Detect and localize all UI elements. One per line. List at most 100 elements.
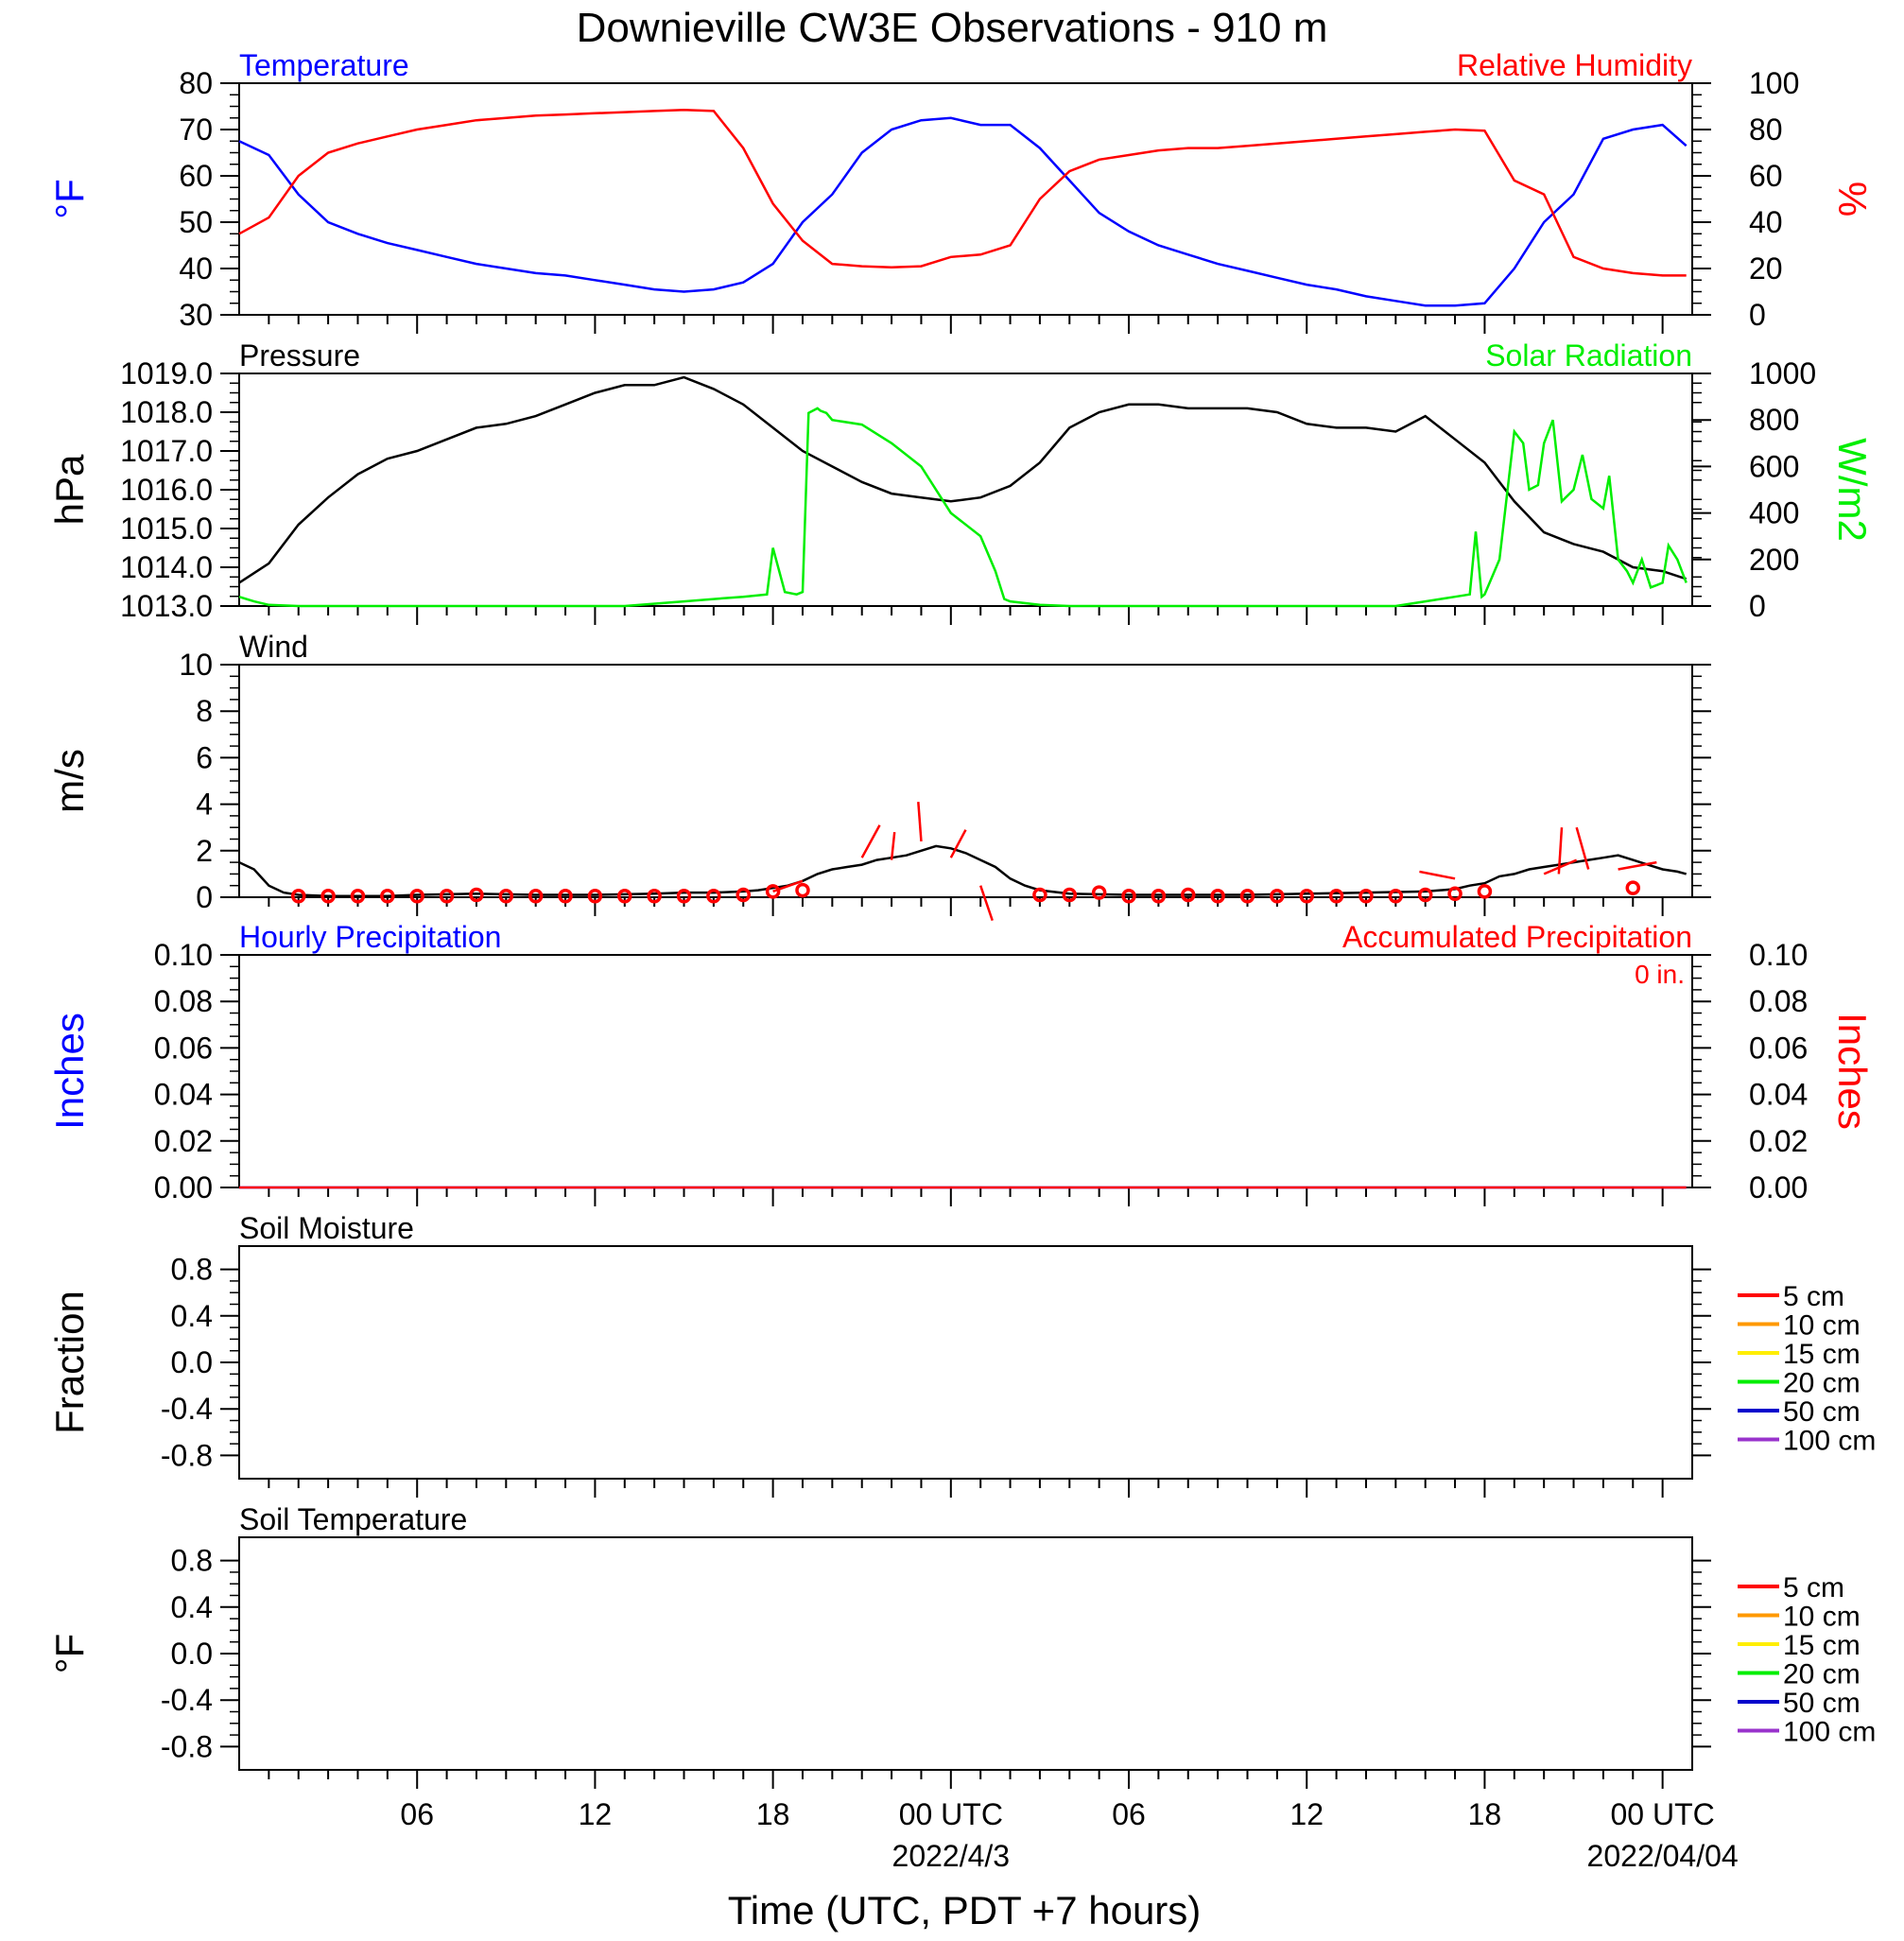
panel-left-title: Temperature: [239, 48, 409, 82]
legend-label: 5 cm: [1783, 1572, 1844, 1603]
y-tick-label-left: 1013.0: [120, 589, 213, 623]
wind-marker: [528, 889, 544, 904]
y-tick-label-left: 0.4: [171, 1590, 213, 1624]
wind-marker: [409, 889, 424, 904]
y-tick-label-left: 0.4: [171, 1299, 213, 1333]
panel-left-title: Soil Temperature: [239, 1502, 467, 1536]
y-tick-label-right: 0.10: [1749, 938, 1808, 972]
x-tick-label: 00 UTC: [899, 1797, 1003, 1831]
y-tick-label-left: 0.06: [154, 1031, 213, 1065]
wind-marker: [706, 889, 721, 904]
wind-marker: [1388, 889, 1404, 904]
y-tick-label-left: -0.4: [161, 1683, 213, 1717]
y-tick-label-left: 1016.0: [120, 473, 213, 507]
y-tick-label-left: 0.0: [171, 1345, 213, 1379]
y-tick-label-left: 1017.0: [120, 434, 213, 468]
y-tick-label-left: 1019.0: [120, 356, 213, 390]
x-date-label: 2022/04/04: [1587, 1839, 1739, 1873]
y-tick-label-left: 50: [179, 205, 213, 239]
wind-marker: [439, 889, 455, 904]
wind-barb: [1557, 827, 1564, 875]
figure-title: Downieville CW3E Observations - 910 m: [577, 5, 1328, 51]
y-tick-label-left: 1015.0: [120, 511, 213, 546]
wind-marker: [1328, 889, 1344, 904]
y-axis-label-left: hPa: [47, 454, 92, 525]
x-tick-label: 00 UTC: [1611, 1797, 1715, 1831]
y-tick-label-left: 8: [196, 694, 213, 728]
legend-label: 10 cm: [1783, 1310, 1861, 1342]
series-line-1: [238, 108, 1687, 277]
y-tick-label-right: 400: [1749, 496, 1799, 530]
legend-label: 20 cm: [1783, 1659, 1861, 1690]
y-axis-label-right: Inches: [1830, 1013, 1875, 1130]
y-tick-label-right: 0: [1749, 589, 1766, 623]
wind-marker: [290, 889, 306, 904]
wind-marker: [1210, 889, 1225, 904]
wind-marker: [736, 887, 751, 903]
wind-marker: [380, 889, 395, 904]
y-axis-label-left: m/s: [47, 749, 92, 813]
wind-marker: [1151, 889, 1167, 904]
legend-label: 15 cm: [1783, 1630, 1861, 1661]
wind-barb: [917, 802, 923, 842]
y-tick-label-right: 60: [1749, 159, 1783, 193]
y-tick-label-right: 0: [1749, 298, 1766, 332]
y-tick-label-left: 0.00: [154, 1170, 213, 1204]
panel-1: 1013.0 1014.0 1015.0 1016.0 1017.0 1018.0 1019…: [47, 338, 1875, 625]
panel-0: 30 40 50 60 70 80 0 20 40 60 80 100 Temperature Relat…: [47, 48, 1875, 334]
panel-left-title: Wind: [239, 630, 308, 664]
x-tick-label: 12: [1290, 1797, 1324, 1831]
y-tick-label-left: 0.8: [171, 1544, 213, 1578]
x-date-label: 2022/4/3: [892, 1839, 1011, 1873]
y-tick-label-right: 80: [1749, 113, 1783, 147]
x-axis-label: Time (UTC, PDT +7 hours): [728, 1888, 1202, 1932]
wind-marker: [1239, 889, 1255, 904]
wind-barb: [979, 885, 994, 922]
legend-label: 50 cm: [1783, 1688, 1861, 1719]
y-tick-label-left: 0.08: [154, 984, 213, 1018]
series-line-1: [238, 407, 1688, 608]
y-tick-label-left: 1014.0: [120, 550, 213, 584]
y-axis-label-right: %: [1830, 182, 1875, 217]
panel-left-title: Soil Moisture: [239, 1211, 414, 1245]
y-tick-label-left: 80: [179, 66, 213, 100]
wind-marker: [587, 889, 603, 904]
x-tick-label: 18: [1468, 1797, 1502, 1831]
wind-marker: [350, 889, 366, 904]
series-line-0: [238, 844, 1688, 898]
y-tick-label-left: -0.8: [161, 1438, 213, 1472]
y-axis-label-left: °F: [47, 179, 92, 218]
legend-label: 100 cm: [1783, 1426, 1876, 1457]
y-tick-label-left: 70: [179, 113, 213, 147]
wind-barb: [1419, 870, 1456, 880]
plot-frame: [238, 664, 1693, 898]
y-tick-label-left: 0.10: [154, 938, 213, 972]
y-axis-label-right: W/m2: [1830, 438, 1875, 542]
y-tick-label-left: 0.8: [171, 1253, 213, 1287]
panel-3: 0.00 0.02 0.04 0.06 0.08 0.10 0.00 0.02 0.04 0.06…: [47, 920, 1875, 1206]
plot-frame: [238, 1245, 1693, 1480]
y-tick-label-left: 0: [196, 880, 213, 914]
wind-marker: [558, 889, 573, 904]
y-tick-label-left: 10: [179, 648, 213, 682]
wind-marker: [795, 882, 810, 898]
wind-barb: [1575, 826, 1590, 870]
legend-label: 15 cm: [1783, 1339, 1861, 1370]
y-axis-label-left: Inches: [47, 1013, 92, 1130]
y-tick-label-right: 200: [1749, 543, 1799, 577]
x-tick-label: 06: [1112, 1797, 1146, 1831]
y-tick-label-right: 0.06: [1749, 1031, 1808, 1065]
y-tick-label-left: 0.0: [171, 1637, 213, 1671]
panel-4: -0.8 -0.4 0.0 0.4 0.8 Soil Moisture Fraction 5 …: [47, 1211, 1876, 1498]
wind-barb: [890, 831, 896, 860]
y-tick-label-left: 4: [196, 788, 213, 822]
panel-right-title: Relative Humidity: [1457, 48, 1692, 82]
wind-barb: [1618, 860, 1657, 871]
panel-right-title: Accumulated Precipitation: [1342, 920, 1692, 954]
plot-frame: [238, 82, 1693, 316]
panel-left-title: Pressure: [239, 338, 360, 373]
wind-marker: [1181, 887, 1196, 903]
wind-marker: [1359, 889, 1374, 904]
